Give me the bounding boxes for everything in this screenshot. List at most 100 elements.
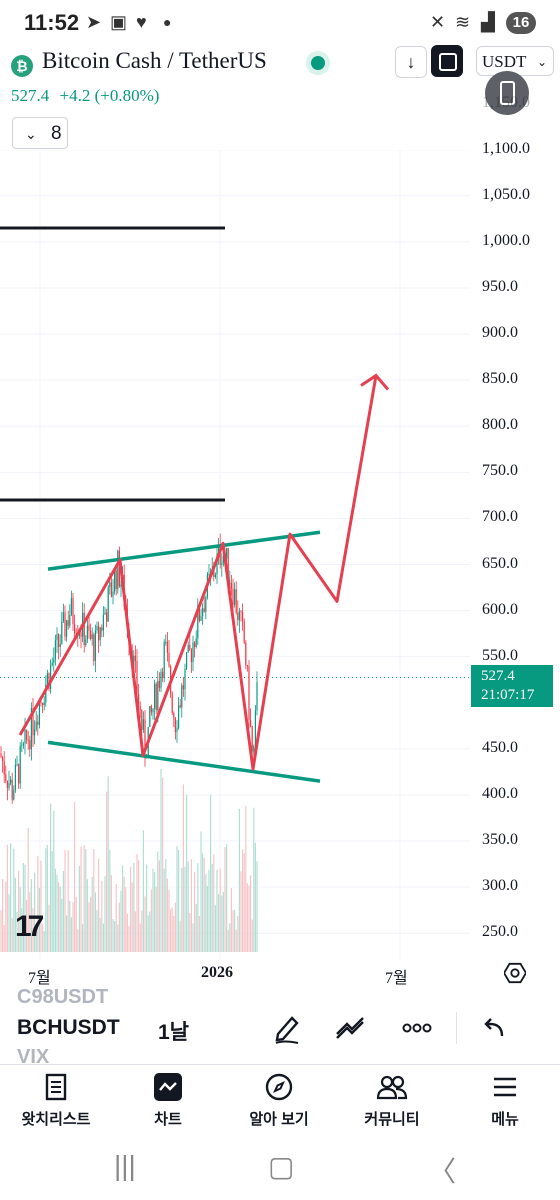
volume-bar — [219, 868, 221, 952]
price-tick: 450.0 — [482, 738, 518, 756]
candle-body — [43, 702, 45, 706]
volume-bar — [232, 910, 234, 952]
volume-bar — [43, 931, 45, 952]
nav-menu[interactable]: 메뉴 — [455, 1072, 555, 1129]
drawing-tools-icon[interactable] — [333, 1010, 367, 1046]
volume-bar — [256, 861, 258, 952]
volume-bar — [67, 850, 69, 952]
candle-body — [24, 729, 26, 744]
candle-body — [35, 721, 37, 730]
volume-bar — [250, 875, 252, 952]
candle-body — [34, 729, 36, 736]
nav-explore[interactable]: 알아 보기 — [229, 1072, 329, 1129]
price-tick: 750.0 — [482, 462, 518, 480]
volume-bar — [242, 849, 244, 952]
pair-title[interactable]: Bitcoin Cash / TetherUS — [42, 48, 267, 73]
volume-bar — [150, 889, 152, 952]
volume-bar — [5, 881, 7, 952]
bottom-nav — [0, 1064, 560, 1135]
candle-body — [214, 574, 216, 578]
candle-body — [138, 694, 140, 706]
volume-bar — [192, 923, 194, 952]
volume-bar — [45, 848, 47, 952]
volume-bar — [234, 909, 236, 952]
volume-bar — [190, 859, 192, 952]
candle-body — [88, 625, 90, 631]
currency-select[interactable]: USDT ⌄ — [476, 46, 554, 76]
time-tick: 7월 — [28, 970, 51, 987]
volume-bar — [248, 885, 250, 952]
volume-bar — [37, 856, 39, 952]
nav-chart[interactable]: 차트 — [118, 1072, 218, 1129]
prev-symbol[interactable]: C98USDT — [17, 986, 109, 1008]
settings-icon[interactable] — [504, 962, 526, 984]
fullscreen-button[interactable] — [431, 45, 463, 77]
volume-bar — [198, 915, 200, 952]
symbol-name[interactable]: BCHUSDT — [17, 1016, 120, 1039]
volume-bar — [90, 896, 92, 952]
volume-bar — [182, 784, 184, 952]
volume-bar — [6, 844, 8, 952]
price-chart[interactable] — [0, 150, 470, 960]
candle-body — [208, 573, 210, 575]
candle-body — [54, 640, 56, 660]
volume-bar — [251, 919, 253, 952]
home-icon[interactable]: ▢ — [268, 1151, 295, 1182]
more-icon[interactable] — [400, 1010, 434, 1046]
volume-bar — [109, 849, 111, 952]
candle-body — [22, 743, 24, 746]
volume-bar — [246, 883, 248, 952]
volume-bar — [229, 923, 231, 952]
volume-bar — [163, 868, 165, 952]
price-tick: 800.0 — [482, 416, 518, 434]
candle-body — [3, 761, 5, 775]
candle-body — [32, 708, 34, 736]
price-tick: 950.0 — [482, 277, 518, 295]
candle-body — [218, 544, 220, 555]
candle-body — [42, 702, 44, 706]
candle-body — [10, 779, 12, 784]
volume-bar — [203, 857, 205, 952]
back-icon[interactable]: 〈 — [428, 1156, 457, 1187]
candle-body — [242, 612, 244, 622]
candle-body — [94, 630, 96, 661]
next-symbol[interactable]: VIX — [17, 1046, 50, 1068]
volume-bar — [158, 860, 160, 952]
volume-bar — [96, 910, 98, 952]
candle-body — [152, 708, 154, 713]
chevron-down-icon: ⌄ — [25, 126, 37, 142]
recent-apps-icon[interactable]: ||| — [114, 1150, 136, 1181]
candle-body — [101, 627, 103, 631]
volume-bar — [30, 879, 32, 952]
volume-bar — [147, 915, 149, 952]
candle-body — [66, 620, 68, 637]
undo-icon[interactable] — [478, 1010, 512, 1046]
mobile-view-button[interactable] — [485, 71, 529, 115]
volume-bar — [3, 925, 5, 952]
nav-community[interactable]: 커뮤니티 — [342, 1072, 442, 1129]
candle-body — [192, 642, 194, 663]
interval-button[interactable]: 1날 — [158, 1021, 189, 1044]
volume-bar — [162, 777, 164, 952]
candle-body — [61, 621, 63, 644]
candle-body — [184, 668, 186, 690]
pencil-icon[interactable] — [270, 1010, 304, 1046]
download-arrow-icon[interactable]: ↓ — [395, 46, 427, 78]
volume-bar — [186, 794, 188, 952]
price-tick: 400.0 — [482, 784, 518, 802]
candle-body — [29, 740, 31, 750]
volume-bar — [195, 904, 197, 952]
candle-body — [142, 719, 144, 730]
nav-watchlist[interactable]: 왓치리스트 — [6, 1072, 106, 1129]
candle-body — [205, 597, 207, 612]
volume-bar — [14, 877, 16, 952]
candle-body — [157, 680, 159, 710]
volume-bar — [106, 791, 108, 952]
candle-body — [187, 644, 189, 653]
indicators-toggle[interactable]: ⌄ 8 — [12, 117, 68, 149]
volume-bar — [32, 908, 34, 952]
volume-bar — [144, 896, 146, 952]
volume-bar — [69, 901, 71, 952]
candle-body — [181, 685, 183, 708]
candle-body — [50, 665, 52, 689]
